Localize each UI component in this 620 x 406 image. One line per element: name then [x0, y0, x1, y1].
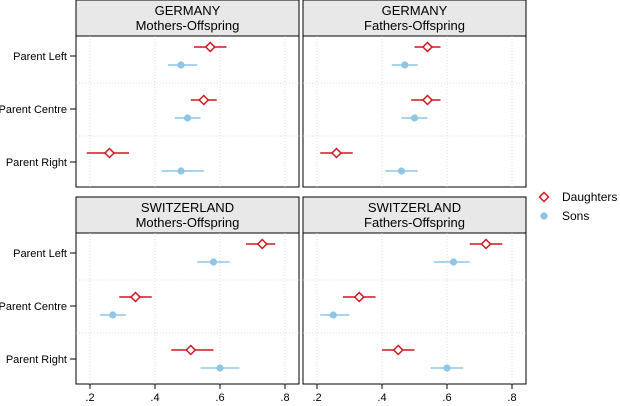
sons-point: [449, 258, 458, 266]
daughters-point: [480, 238, 492, 250]
x-tick-label: .4: [150, 392, 159, 404]
x-tick-label: .2: [312, 392, 321, 404]
panel-plot-area: [75, 232, 300, 385]
legend-sons-marker: [540, 212, 548, 220]
panel-header: [302, 196, 527, 234]
x-tick-label: .2: [85, 392, 94, 404]
panel-header: [302, 0, 527, 37]
sons-point: [177, 61, 185, 69]
x-tick-label: .4: [377, 392, 386, 404]
daughters-point: [198, 94, 210, 106]
daughters-point: [421, 41, 434, 53]
panel-title-line2: Fathers-Offspring: [364, 215, 465, 230]
panel-title-line2: Fathers-Offspring: [364, 18, 465, 33]
y-axis-labels: Parent Left Parent Centre Parent Right Pare…: [0, 51, 76, 366]
daughters-point: [129, 291, 142, 303]
legend-daughters-marker: [538, 191, 550, 203]
panel-plot-area: [302, 232, 527, 385]
x-tick-label: .6: [442, 392, 451, 404]
panel-title-line1: GERMANY: [155, 3, 221, 18]
y-tick-label: Parent Centre: [0, 301, 67, 313]
daughters-point: [103, 147, 116, 159]
daughters-point: [204, 41, 216, 53]
panel-plot-area: [75, 35, 300, 188]
panel-title-line2: Mothers-Offspring: [136, 18, 240, 33]
y-tick-label: Parent Centre: [0, 104, 67, 116]
daughters-point: [185, 344, 197, 356]
sons-point: [397, 167, 406, 175]
x-tick-label: .6: [215, 392, 224, 404]
sons-point: [209, 258, 218, 266]
y-tick-label: Parent Left: [13, 51, 67, 63]
panel-title-line2: Mothers-Offspring: [136, 215, 240, 230]
sons-point: [109, 311, 117, 319]
panel-title-line1: GERMANY: [382, 3, 448, 18]
panel-header: [75, 196, 300, 234]
legend: Daughters Sons: [538, 190, 617, 223]
legend-sons-label: Sons: [562, 209, 589, 223]
legend-daughters-label: Daughters: [562, 190, 617, 204]
daughters-point: [256, 238, 268, 250]
sons-point: [177, 167, 185, 175]
y-tick-label: Parent Left: [13, 248, 67, 260]
x-tick-label: .8: [280, 392, 289, 404]
sons-point: [216, 364, 224, 372]
panel-title-line1: SWITZERLAND: [368, 200, 461, 215]
y-tick-label: Parent Right: [6, 157, 67, 169]
x-axes: .2 .4 .6 .8 .2 .4 .6 .8: [85, 384, 517, 404]
daughters-point: [353, 291, 365, 303]
daughters-point: [330, 147, 343, 159]
x-tick-label: .8: [507, 392, 516, 404]
panel-header: [75, 0, 300, 37]
sons-point: [183, 114, 192, 122]
sons-point: [401, 61, 409, 69]
daughters-point: [392, 344, 404, 356]
sons-point: [410, 114, 419, 122]
panel-title-line1: SWITZERLAND: [141, 200, 234, 215]
sons-point: [329, 311, 337, 319]
panel-plot-area: [302, 35, 527, 188]
sons-point: [443, 364, 451, 372]
daughters-point: [421, 94, 434, 106]
panels: GERMANYMothers-OffspringGERMANYFathers-O…: [75, 0, 527, 385]
y-tick-label: Parent Right: [6, 354, 67, 366]
